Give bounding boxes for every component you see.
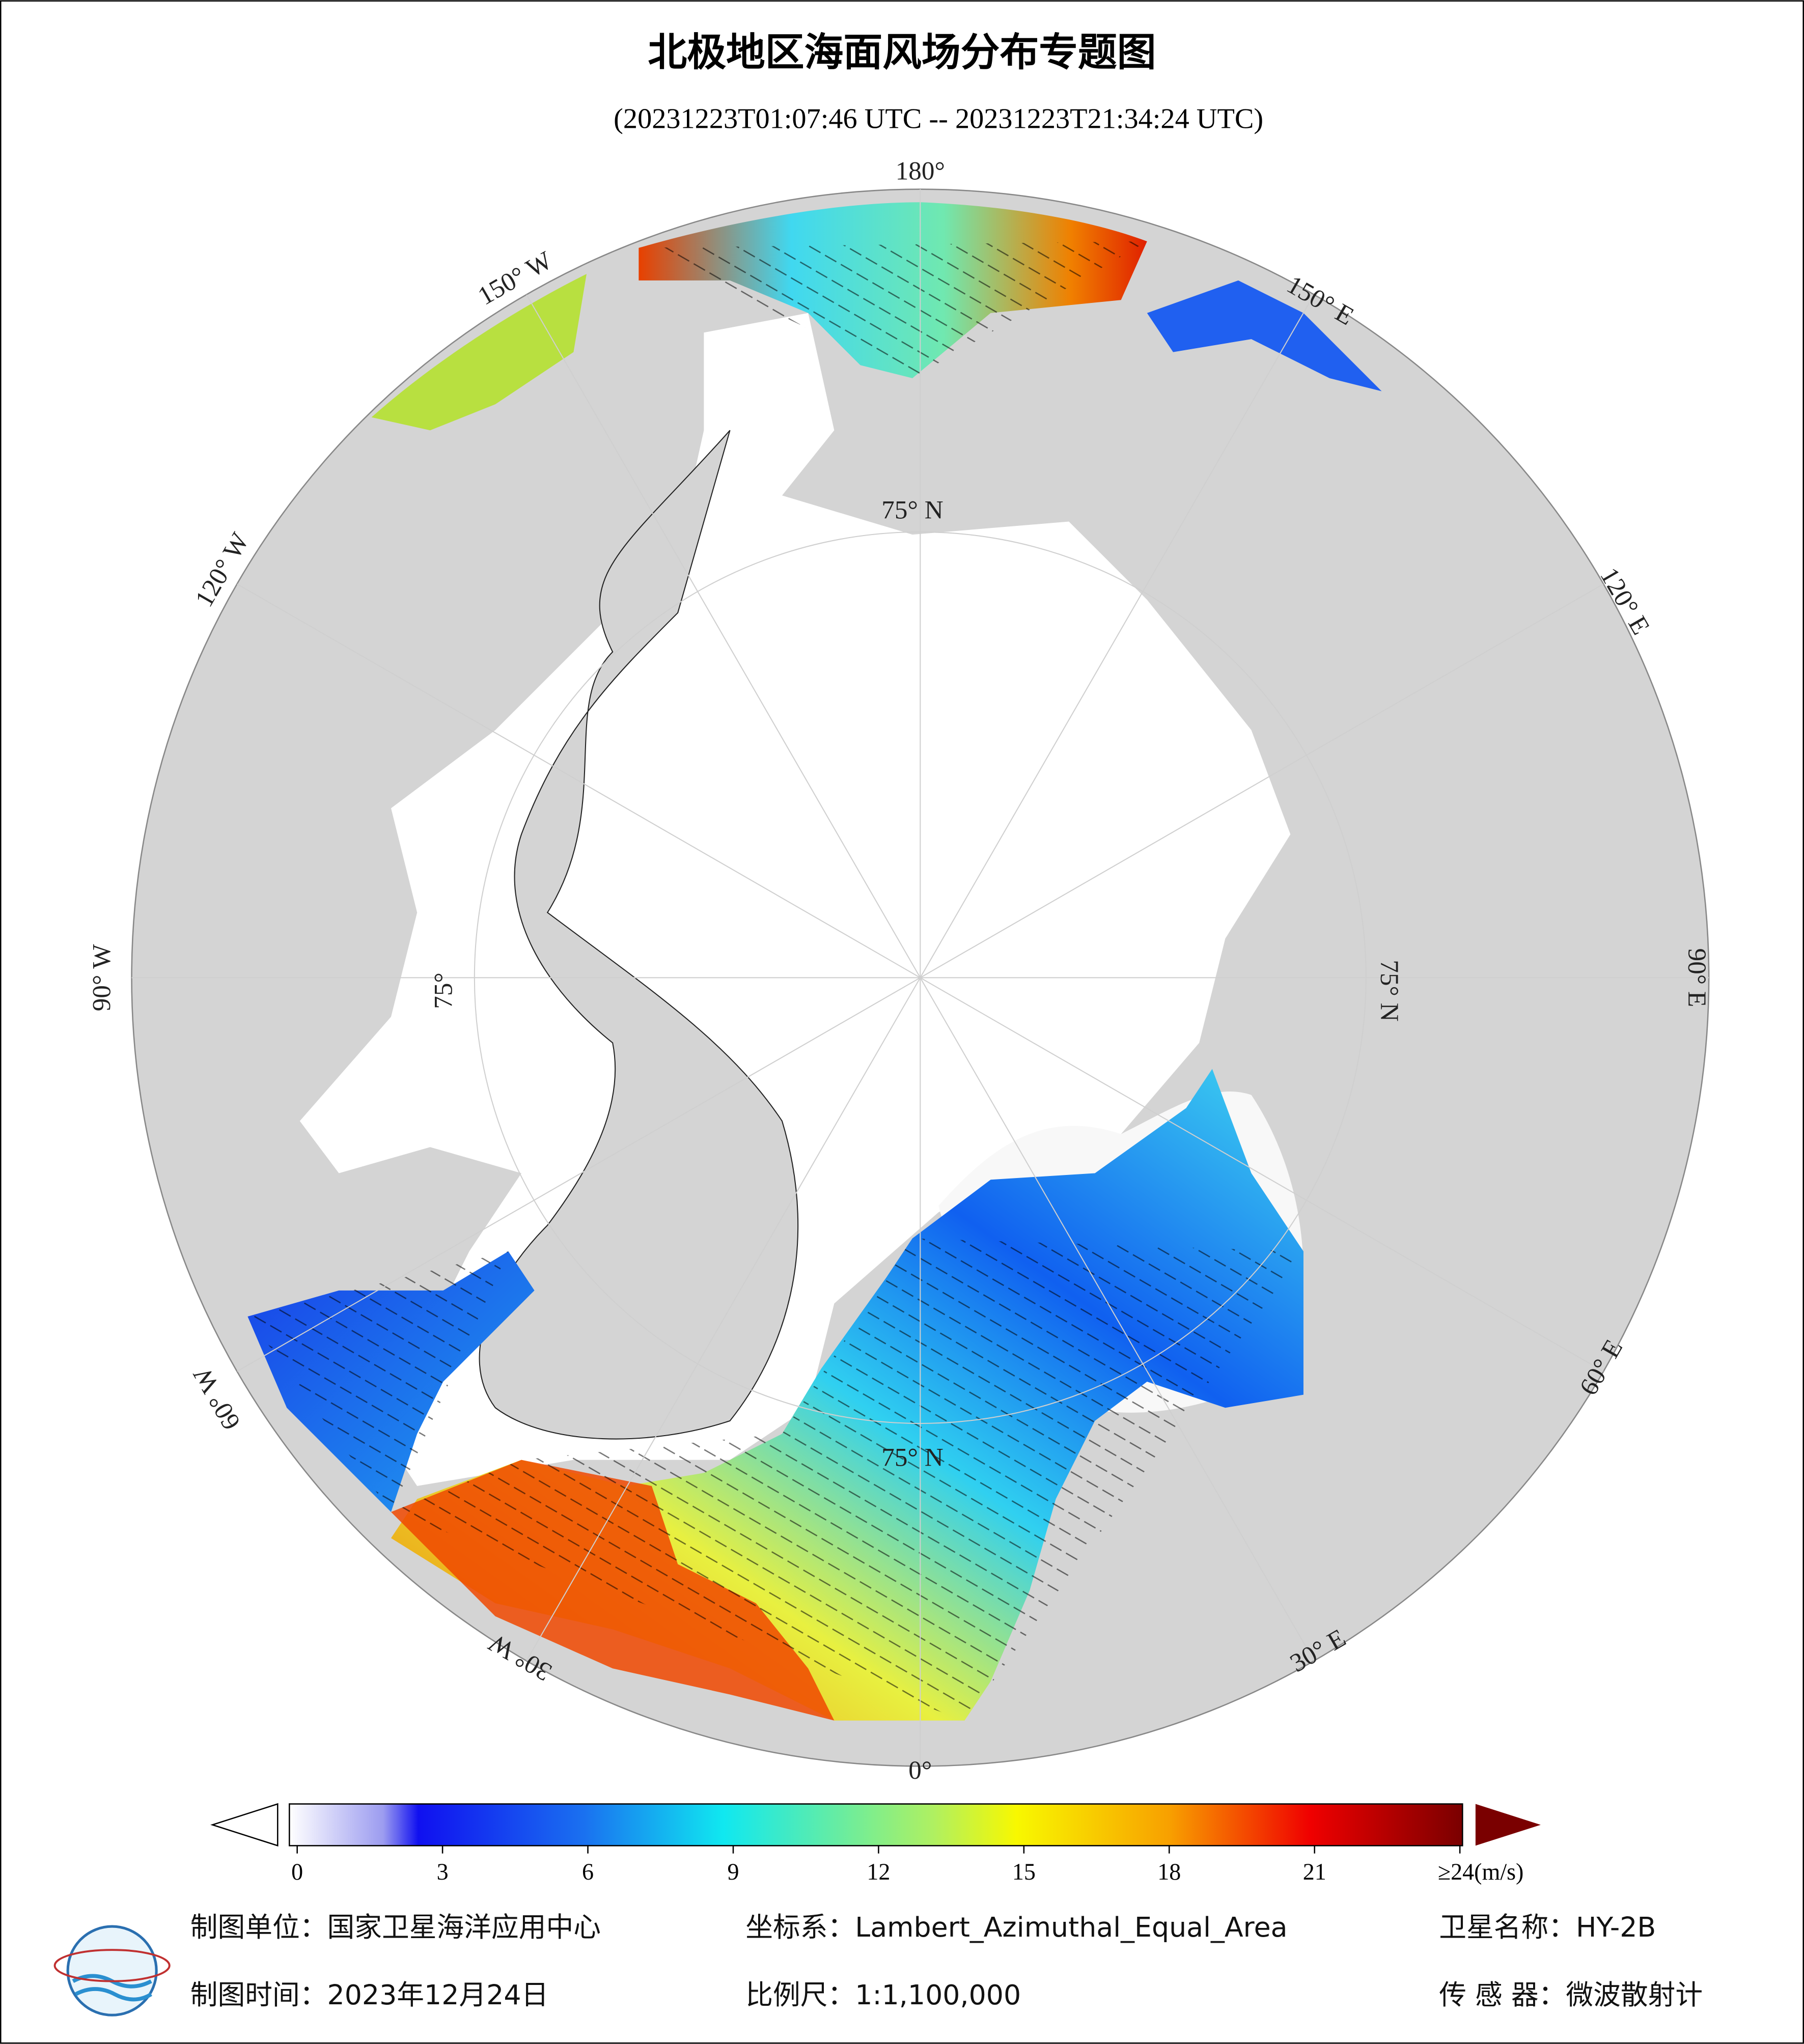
colorbar-tick-label: ≥24(m/s): [1438, 1859, 1524, 1885]
colorbar-tick-label: 3: [437, 1859, 449, 1885]
footer-scale: 比例尺：1:1,100,000: [745, 1979, 1021, 2011]
map: 180° 150° E 120° E 90° E 60° E 30° E 0° …: [88, 157, 1712, 1785]
colorbar: 0 3 6 9 12 15 18 21 ≥24(m/s): [210, 1803, 1541, 1885]
latitude-label: 75° N: [881, 1443, 943, 1472]
colorbar-tick-label: 9: [727, 1859, 739, 1885]
footer-crs: 坐标系：Lambert_Azimuthal_Equal_Area: [745, 1911, 1287, 1943]
colorbar-tick-label: 18: [1157, 1859, 1181, 1885]
colorbar-tick-label: 15: [1012, 1859, 1036, 1885]
colorbar-tick-label: 12: [867, 1859, 890, 1885]
footer-unit: 制图单位：国家卫星海洋应用中心: [190, 1911, 601, 1943]
longitude-label: 90° E: [1682, 948, 1711, 1007]
greenland-archipelago: [479, 430, 799, 1440]
footer-date: 制图时间：2023年12月24日: [190, 1979, 549, 2011]
subtitle: (20231223T01:07:46 UTC -- 20231223T21:34…: [614, 103, 1263, 134]
okhotsk-wind-swath: [1147, 280, 1382, 391]
longitude-label: 0°: [908, 1756, 932, 1785]
logo: [53, 1925, 171, 2017]
wind-arrows: [247, 241, 1303, 1721]
latitude-label: 75° N: [1375, 960, 1404, 1021]
longitude-label: 90° W: [88, 944, 117, 1012]
bering-wind-swath: [371, 274, 587, 431]
latitude-label: 75° N: [881, 495, 943, 524]
title: 北极地区海面风场分布专题图: [648, 30, 1156, 75]
footer-satellite: 卫星名称：HY-2B: [1439, 1911, 1656, 1943]
colorbar-tick-label: 6: [582, 1859, 594, 1885]
colorbar-min-arrow: [210, 1803, 279, 1847]
latitude-label: 75°: [429, 972, 458, 1009]
footer-sensor: 传 感 器：微波散射计: [1439, 1979, 1703, 2011]
colorbar-tick-label: 0: [291, 1859, 303, 1885]
colorbar-bar: [289, 1803, 1463, 1846]
graticule: [131, 189, 1709, 1767]
longitude-label: 180°: [896, 157, 945, 186]
colorbar-max-arrow: [1475, 1804, 1541, 1846]
colorbar-tick-label: 21: [1303, 1859, 1326, 1885]
